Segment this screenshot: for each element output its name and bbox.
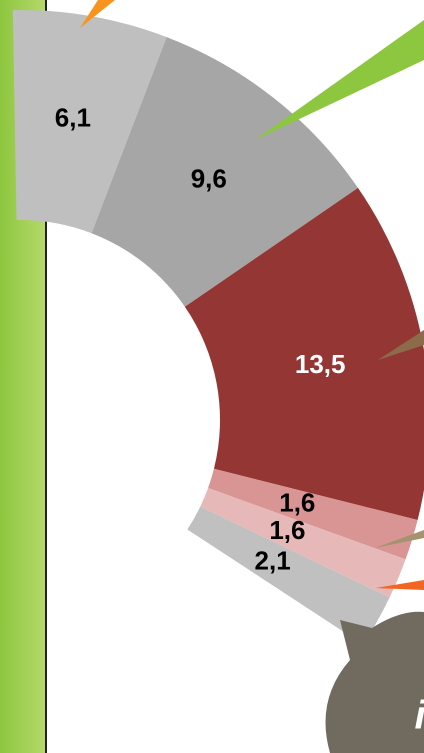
data-label: 1,6 <box>269 515 305 545</box>
pointer <box>255 20 424 140</box>
data-label: 2,1 <box>255 545 291 575</box>
data-label: 9,6 <box>191 163 227 193</box>
callout-bubble <box>326 612 424 753</box>
chart: 6,19,613,51,61,62,1 i <box>0 0 424 753</box>
callout-text: i <box>414 694 424 738</box>
data-label: 1,6 <box>279 488 315 518</box>
data-label: 13,5 <box>295 349 346 379</box>
data-label: 6,1 <box>55 102 91 132</box>
